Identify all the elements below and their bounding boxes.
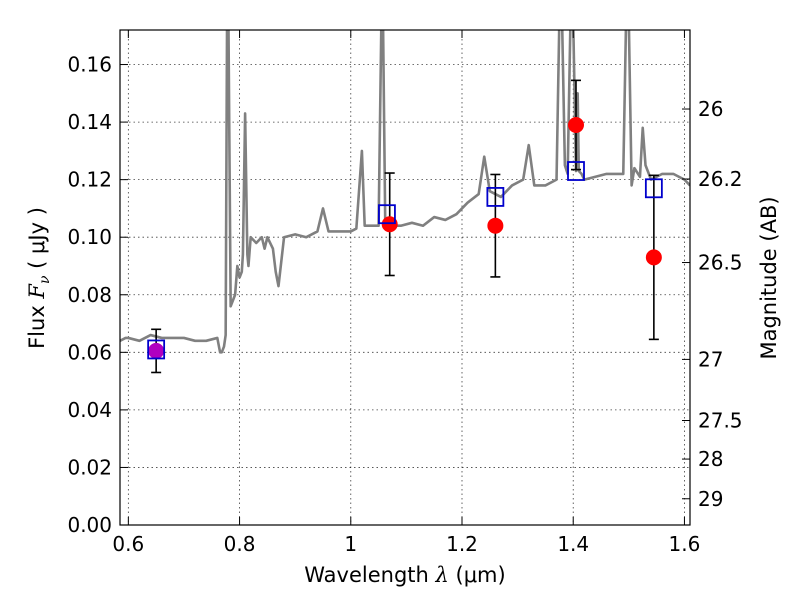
model-spectrum-layer: [120, 30, 690, 354]
y-tick-label: 0.02: [67, 455, 112, 479]
observed-flux-point: [487, 217, 504, 234]
y-tick-label: 0.10: [67, 225, 112, 249]
y-tick-label: 0.00: [67, 513, 112, 537]
y2-tick-label: 28: [698, 447, 723, 471]
y-tick-label: 0.08: [67, 283, 112, 307]
y2-axis-label: Magnitude (AB): [757, 196, 781, 359]
y2-tick-label: 26: [698, 97, 723, 121]
x-tick-label: 1.6: [669, 532, 701, 556]
y2-tick-label: 26.2: [698, 167, 743, 191]
model-band-square: [486, 187, 505, 207]
observed-flux-point: [568, 116, 584, 133]
model-spectrum-line: [120, 30, 690, 354]
x-tick-label: 1: [344, 532, 357, 556]
y-tick-label: 0.14: [67, 110, 112, 134]
observed-flux-point: [645, 249, 662, 266]
observed-flux-point: [148, 342, 165, 359]
model-band-square: [378, 204, 396, 225]
y2-tick-label: 27.5: [698, 409, 743, 433]
x-tick-label: 1.4: [557, 532, 589, 556]
y2-tick-label: 26.5: [698, 251, 743, 275]
y2-tick-label: 27: [698, 347, 723, 371]
model-band-square: [644, 178, 663, 199]
x-tick-label: 0.6: [112, 532, 144, 556]
y-tick-label: 0.16: [67, 53, 112, 77]
y2-tick-labels: 26 26.2 26.5 27 27.5 28 29: [698, 97, 743, 511]
model-band-square: [567, 161, 585, 181]
y-tick-label: 0.12: [67, 168, 112, 192]
y-axis-label: Flux Fν ( μJy ): [25, 207, 53, 349]
y-tick-label: 0.04: [67, 398, 112, 422]
y-tick-label: 0.06: [67, 340, 112, 364]
x-tick-label: 0.8: [224, 532, 256, 556]
y2-tick-label: 29: [698, 487, 723, 511]
model-band-flux-layer: [147, 161, 663, 360]
x-axis-label: Wavelength λ (μm): [304, 563, 505, 587]
tick-marks: [120, 30, 690, 526]
y-tick-labels: 0.00 0.02 0.04 0.06 0.08 0.10 0.12 0.14 0.16: [67, 53, 112, 537]
plot-frame: [119, 29, 691, 526]
observed-flux-point: [381, 216, 398, 233]
model-band-square: [147, 339, 166, 360]
observed-flux-layer: [148, 116, 662, 359]
x-tick-labels: 0.6 0.8 1 1.2 1.4 1.6: [112, 532, 700, 556]
x-tick-label: 1.2: [446, 532, 478, 556]
grid: [120, 30, 690, 525]
